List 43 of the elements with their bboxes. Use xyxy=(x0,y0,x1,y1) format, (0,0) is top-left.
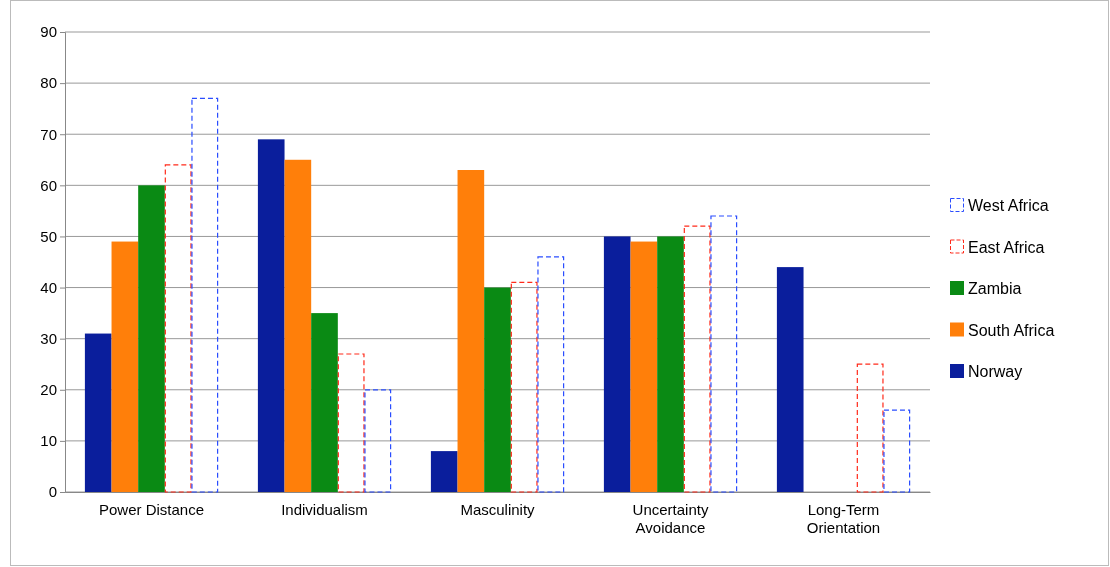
bar xyxy=(164,164,192,493)
y-tick-label: 20 xyxy=(40,381,57,399)
x-tick-label: Masculinity xyxy=(460,500,536,518)
y-tick-label: 50 xyxy=(40,227,57,245)
bar xyxy=(710,215,738,493)
bar xyxy=(84,333,112,492)
bar xyxy=(284,159,312,492)
bar xyxy=(630,241,658,492)
bar xyxy=(683,225,711,493)
legend-label: South Africa xyxy=(968,321,1055,339)
bar xyxy=(856,363,884,493)
bar xyxy=(603,236,631,492)
bar xyxy=(776,267,804,492)
bar xyxy=(510,281,538,493)
x-tick-label: Individualism xyxy=(281,500,368,518)
legend-label: Zambia xyxy=(968,280,1022,297)
bar xyxy=(883,409,911,493)
legend-label: Norway xyxy=(968,363,1023,380)
y-tick-label: 10 xyxy=(40,432,57,450)
y-tick-label: 90 xyxy=(40,23,57,41)
y-tick-label: 0 xyxy=(48,483,57,501)
bar xyxy=(364,389,392,493)
legend-label: East Africa xyxy=(968,238,1045,256)
legend-label: West Africa xyxy=(968,197,1049,214)
y-tick-label: 30 xyxy=(40,329,57,347)
y-tick-label: 40 xyxy=(40,278,57,296)
bar xyxy=(311,313,338,492)
bar xyxy=(657,236,684,492)
bar xyxy=(138,185,165,492)
bar xyxy=(337,353,365,493)
bar xyxy=(430,451,458,492)
bar xyxy=(457,170,485,492)
x-tick-label: Long-Term Orientation xyxy=(806,500,881,537)
bar xyxy=(484,287,511,492)
x-tick-label: Power Distance xyxy=(98,500,205,518)
bar xyxy=(257,139,285,492)
bar xyxy=(537,256,565,493)
y-tick-label: 60 xyxy=(40,176,57,194)
x-tick-label: Uncertainty Avoidance xyxy=(632,500,709,537)
bar xyxy=(111,241,139,492)
y-tick-label: 80 xyxy=(40,74,57,92)
y-tick-label: 70 xyxy=(40,125,57,143)
bar xyxy=(191,97,219,493)
